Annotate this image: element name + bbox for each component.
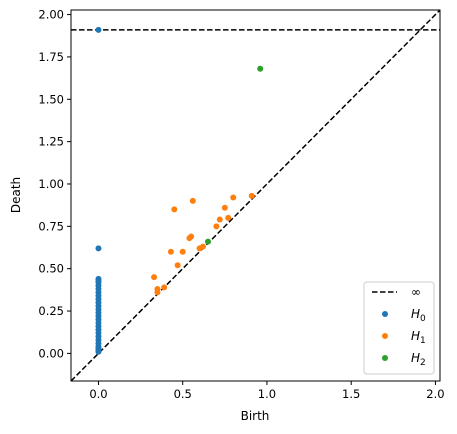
point-h1 <box>248 192 255 199</box>
legend-label-h0: H0 <box>411 307 426 324</box>
y-tick-label: 1.50 <box>38 92 64 106</box>
point-h2 <box>257 65 264 72</box>
series-h2 <box>204 65 264 245</box>
legend-label-h0-name: H <box>411 307 420 321</box>
y-tick-label: 1.25 <box>38 135 64 149</box>
legend-label-h1-name: H <box>411 329 420 343</box>
point-h1 <box>179 248 186 255</box>
legend-swatch-h0 <box>382 311 388 317</box>
series-h1 <box>151 192 255 296</box>
x-tick-label: 2.0 <box>426 387 444 401</box>
point-h0 <box>95 348 102 355</box>
legend-swatch-h1 <box>382 333 388 339</box>
point-h1 <box>225 214 232 221</box>
legend-label-h2-name: H <box>411 351 420 365</box>
y-tick-label: 2.00 <box>38 8 64 22</box>
y-tick-label: 1.75 <box>38 50 64 64</box>
y-tick-label: 0.50 <box>38 262 64 276</box>
legend-label-h2: H2 <box>411 351 426 368</box>
point-h1 <box>189 197 196 204</box>
point-h2 <box>204 238 211 245</box>
y-axis-label: Death <box>9 177 23 213</box>
point-h1 <box>161 284 168 291</box>
point-h1 <box>174 262 181 269</box>
x-axis-label: Birth <box>241 409 270 423</box>
diagonal-line <box>71 10 440 381</box>
y-tick-label: 1.00 <box>38 177 64 191</box>
x-axis: 0.0 0.5 1.0 1.5 2.0 <box>89 381 445 401</box>
point-h1 <box>167 248 174 255</box>
x-tick-label: 1.0 <box>258 387 276 401</box>
series-h0 <box>95 26 102 355</box>
y-tick-label: 0.75 <box>38 219 64 233</box>
y-tick-label: 0.00 <box>38 346 64 360</box>
plot-frame <box>70 9 441 382</box>
legend-label-h2-subscript: 2 <box>420 358 426 368</box>
legend-swatch-h2 <box>382 355 388 361</box>
point-h1 <box>188 233 195 240</box>
point-h1 <box>216 216 223 223</box>
x-tick-label: 0.5 <box>174 387 192 401</box>
y-tick-label: 0.25 <box>38 304 64 318</box>
point-h1 <box>154 289 161 296</box>
point-h1 <box>221 204 228 211</box>
legend-label-h1: H1 <box>411 329 426 346</box>
marks-layer <box>71 10 440 381</box>
legend-label-h0-subscript: 0 <box>420 314 426 324</box>
point-h1 <box>213 223 220 230</box>
point-h1 <box>230 194 237 201</box>
y-axis: 0.00 0.25 0.50 0.75 1.00 1.25 1.50 1.75 2.00 <box>38 8 71 360</box>
legend: ∞ H0 H1 H2 <box>363 281 435 375</box>
point-h1 <box>199 243 206 250</box>
reference-lines <box>71 10 440 381</box>
point-h0 <box>95 245 102 252</box>
x-tick-label: 0.0 <box>89 387 107 401</box>
point-h1 <box>171 206 178 213</box>
x-tick-label: 1.5 <box>342 387 360 401</box>
point-h0 <box>95 26 102 33</box>
point-h1 <box>151 274 158 281</box>
legend-box <box>363 281 435 375</box>
legend-label-infinity: ∞ <box>411 285 421 299</box>
legend-label-h1-subscript: 1 <box>420 336 426 346</box>
